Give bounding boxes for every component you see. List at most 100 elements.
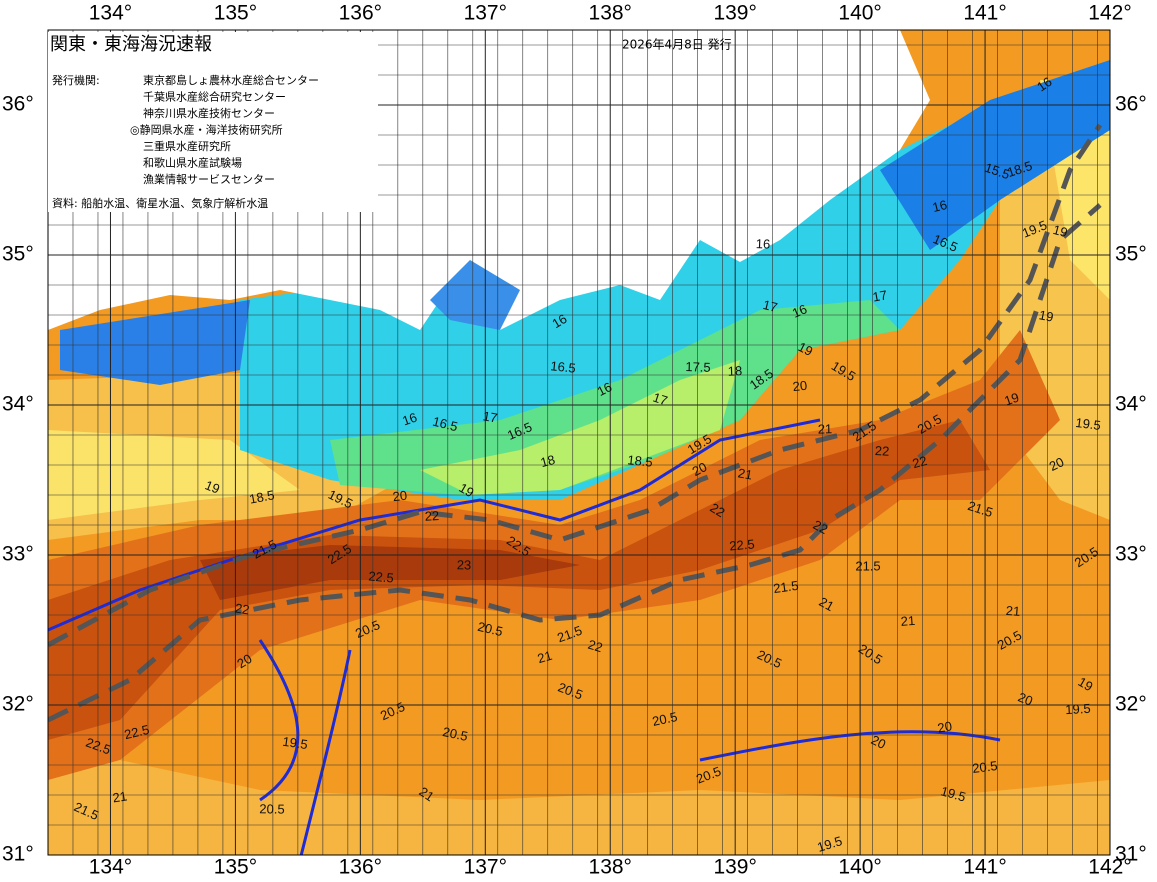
contour-label: 21 bbox=[817, 594, 837, 614]
latitude-label: 33° bbox=[1115, 543, 1147, 566]
contour-label: 17.5 bbox=[685, 359, 711, 375]
contour-label: 21 bbox=[737, 465, 754, 482]
contour-label: 22.5 bbox=[729, 536, 756, 553]
longitude-label: 134° bbox=[89, 856, 132, 879]
contour-label: 20.5 bbox=[971, 758, 998, 776]
contour-label: 22 bbox=[586, 637, 604, 656]
contour-label: 18.5 bbox=[627, 452, 654, 470]
latitude-label: 36° bbox=[1115, 93, 1147, 116]
contour-label: 21.5 bbox=[966, 498, 995, 520]
contour-label: 21.5 bbox=[855, 558, 880, 573]
longitude-label: 142° bbox=[1088, 856, 1131, 879]
contour-label: 23 bbox=[457, 557, 472, 572]
info-box bbox=[48, 32, 378, 212]
latitude-label: 34° bbox=[1115, 393, 1147, 416]
graticule bbox=[48, 30, 1110, 855]
contour-label: 19.5 bbox=[282, 734, 309, 752]
latitude-label: 35° bbox=[2, 243, 34, 266]
longitude-label: 136° bbox=[339, 856, 382, 879]
contour-label: 19 bbox=[796, 339, 816, 359]
contour-label: 20.5 bbox=[476, 619, 504, 639]
latitude-label: 36° bbox=[2, 93, 34, 116]
contour-label: 16 bbox=[595, 379, 615, 399]
contour-label: 19.5 bbox=[815, 833, 844, 855]
issuer: 漁業情報サービスセンター bbox=[143, 172, 275, 186]
contour-label: 20.5 bbox=[259, 801, 285, 816]
contour-label: 18.5 bbox=[1005, 158, 1034, 180]
contour-label: 20.5 bbox=[651, 709, 679, 729]
contour-label: 19 bbox=[203, 477, 222, 496]
contour-label: 20 bbox=[869, 732, 889, 752]
contour-label: 19.5 bbox=[1075, 415, 1102, 433]
longitude-label: 138° bbox=[589, 856, 632, 879]
contour-label: 16.5 bbox=[550, 358, 577, 376]
contour-label: 19.5 bbox=[1065, 701, 1091, 717]
longitude-label: 135° bbox=[214, 2, 257, 25]
longitude-label: 134° bbox=[89, 2, 132, 25]
longitude-label: 137° bbox=[464, 2, 507, 25]
contour-label: 16 bbox=[790, 301, 809, 320]
issuer: 神奈川県水産技術センター bbox=[143, 106, 275, 120]
contour-label: 17 bbox=[761, 297, 779, 315]
issuers-label: 発行機関: bbox=[52, 73, 100, 87]
contour-label: 19 bbox=[1076, 674, 1096, 694]
contour-label: 22 bbox=[874, 443, 889, 459]
issuer: 和歌山県水産試験場 bbox=[143, 156, 242, 170]
contour-label: 22 bbox=[911, 453, 929, 471]
contour-label: 22.5 bbox=[123, 722, 151, 742]
contour-label: 19 bbox=[457, 480, 477, 500]
contour-label: 16 bbox=[931, 197, 949, 215]
latitude-label: 35° bbox=[1115, 243, 1147, 266]
longitude-label: 137° bbox=[464, 856, 507, 879]
contour-label: 20 bbox=[936, 718, 953, 735]
issuer: ◎静岡県水産・海洋技術研究所 bbox=[130, 123, 283, 137]
source: 資料: 船舶水温、衛星水温、気象庁解析水温 bbox=[52, 196, 268, 210]
contour-label: 19 bbox=[1038, 307, 1055, 324]
contour-label: 19 bbox=[1051, 222, 1069, 240]
contour-label: 21 bbox=[416, 784, 436, 805]
latitude-label: 32° bbox=[1115, 693, 1147, 716]
contour-label: 18 bbox=[727, 363, 742, 378]
contour-label: 22 bbox=[234, 600, 251, 617]
contour-label: 21 bbox=[536, 648, 554, 666]
contour-label: 21.5 bbox=[772, 578, 799, 596]
longitude-label: 139° bbox=[713, 2, 756, 25]
contour-label: 19.5 bbox=[939, 783, 967, 804]
longitude-label: 136° bbox=[339, 2, 382, 25]
contour-label: 20 bbox=[1047, 454, 1067, 474]
issuer: 東京都島しょ農林水産総合センター bbox=[143, 73, 319, 87]
contour-label: 20.5 bbox=[441, 724, 469, 744]
issuer: 千葉県水産総合研究センター bbox=[143, 90, 286, 104]
contour-label: 21 bbox=[112, 788, 129, 805]
contour-label: 19 bbox=[1002, 390, 1021, 409]
contour-label: 20 bbox=[690, 459, 710, 479]
contour-label: 21 bbox=[900, 613, 915, 629]
latitude-label: 33° bbox=[2, 543, 34, 566]
issuer: 三重県水産研究所 bbox=[143, 139, 231, 153]
latitude-label: 31° bbox=[1115, 843, 1147, 866]
longitude-label: 142° bbox=[1088, 2, 1131, 25]
contour-label: 18 bbox=[539, 452, 557, 470]
longitude-label: 138° bbox=[589, 2, 632, 25]
longitude-label: 141° bbox=[963, 856, 1006, 879]
contour-label: 17 bbox=[651, 390, 669, 409]
longitude-label: 140° bbox=[838, 2, 881, 25]
issue-date: 2026年4月8日 発行 bbox=[622, 38, 732, 52]
contour-label: 16.5 bbox=[431, 414, 459, 435]
contour-label: 20 bbox=[1016, 689, 1035, 708]
longitude-label: 140° bbox=[838, 856, 881, 879]
contour-label: 22 bbox=[811, 517, 831, 537]
longitude-label: 141° bbox=[963, 2, 1006, 25]
contour-label: 22.5 bbox=[368, 568, 395, 585]
latitude-label: 32° bbox=[2, 693, 34, 716]
contour-label: 17 bbox=[482, 408, 499, 425]
latitude-label: 34° bbox=[2, 393, 34, 416]
contour-label: 16 bbox=[756, 236, 771, 251]
map-frame bbox=[47, 29, 1111, 856]
contour-label: 20 bbox=[234, 651, 254, 671]
contour-label: 16 bbox=[400, 410, 419, 429]
contour-label: 21 bbox=[818, 421, 833, 436]
latitude-label: 31° bbox=[2, 843, 34, 866]
contour-label: 21 bbox=[1005, 603, 1020, 619]
